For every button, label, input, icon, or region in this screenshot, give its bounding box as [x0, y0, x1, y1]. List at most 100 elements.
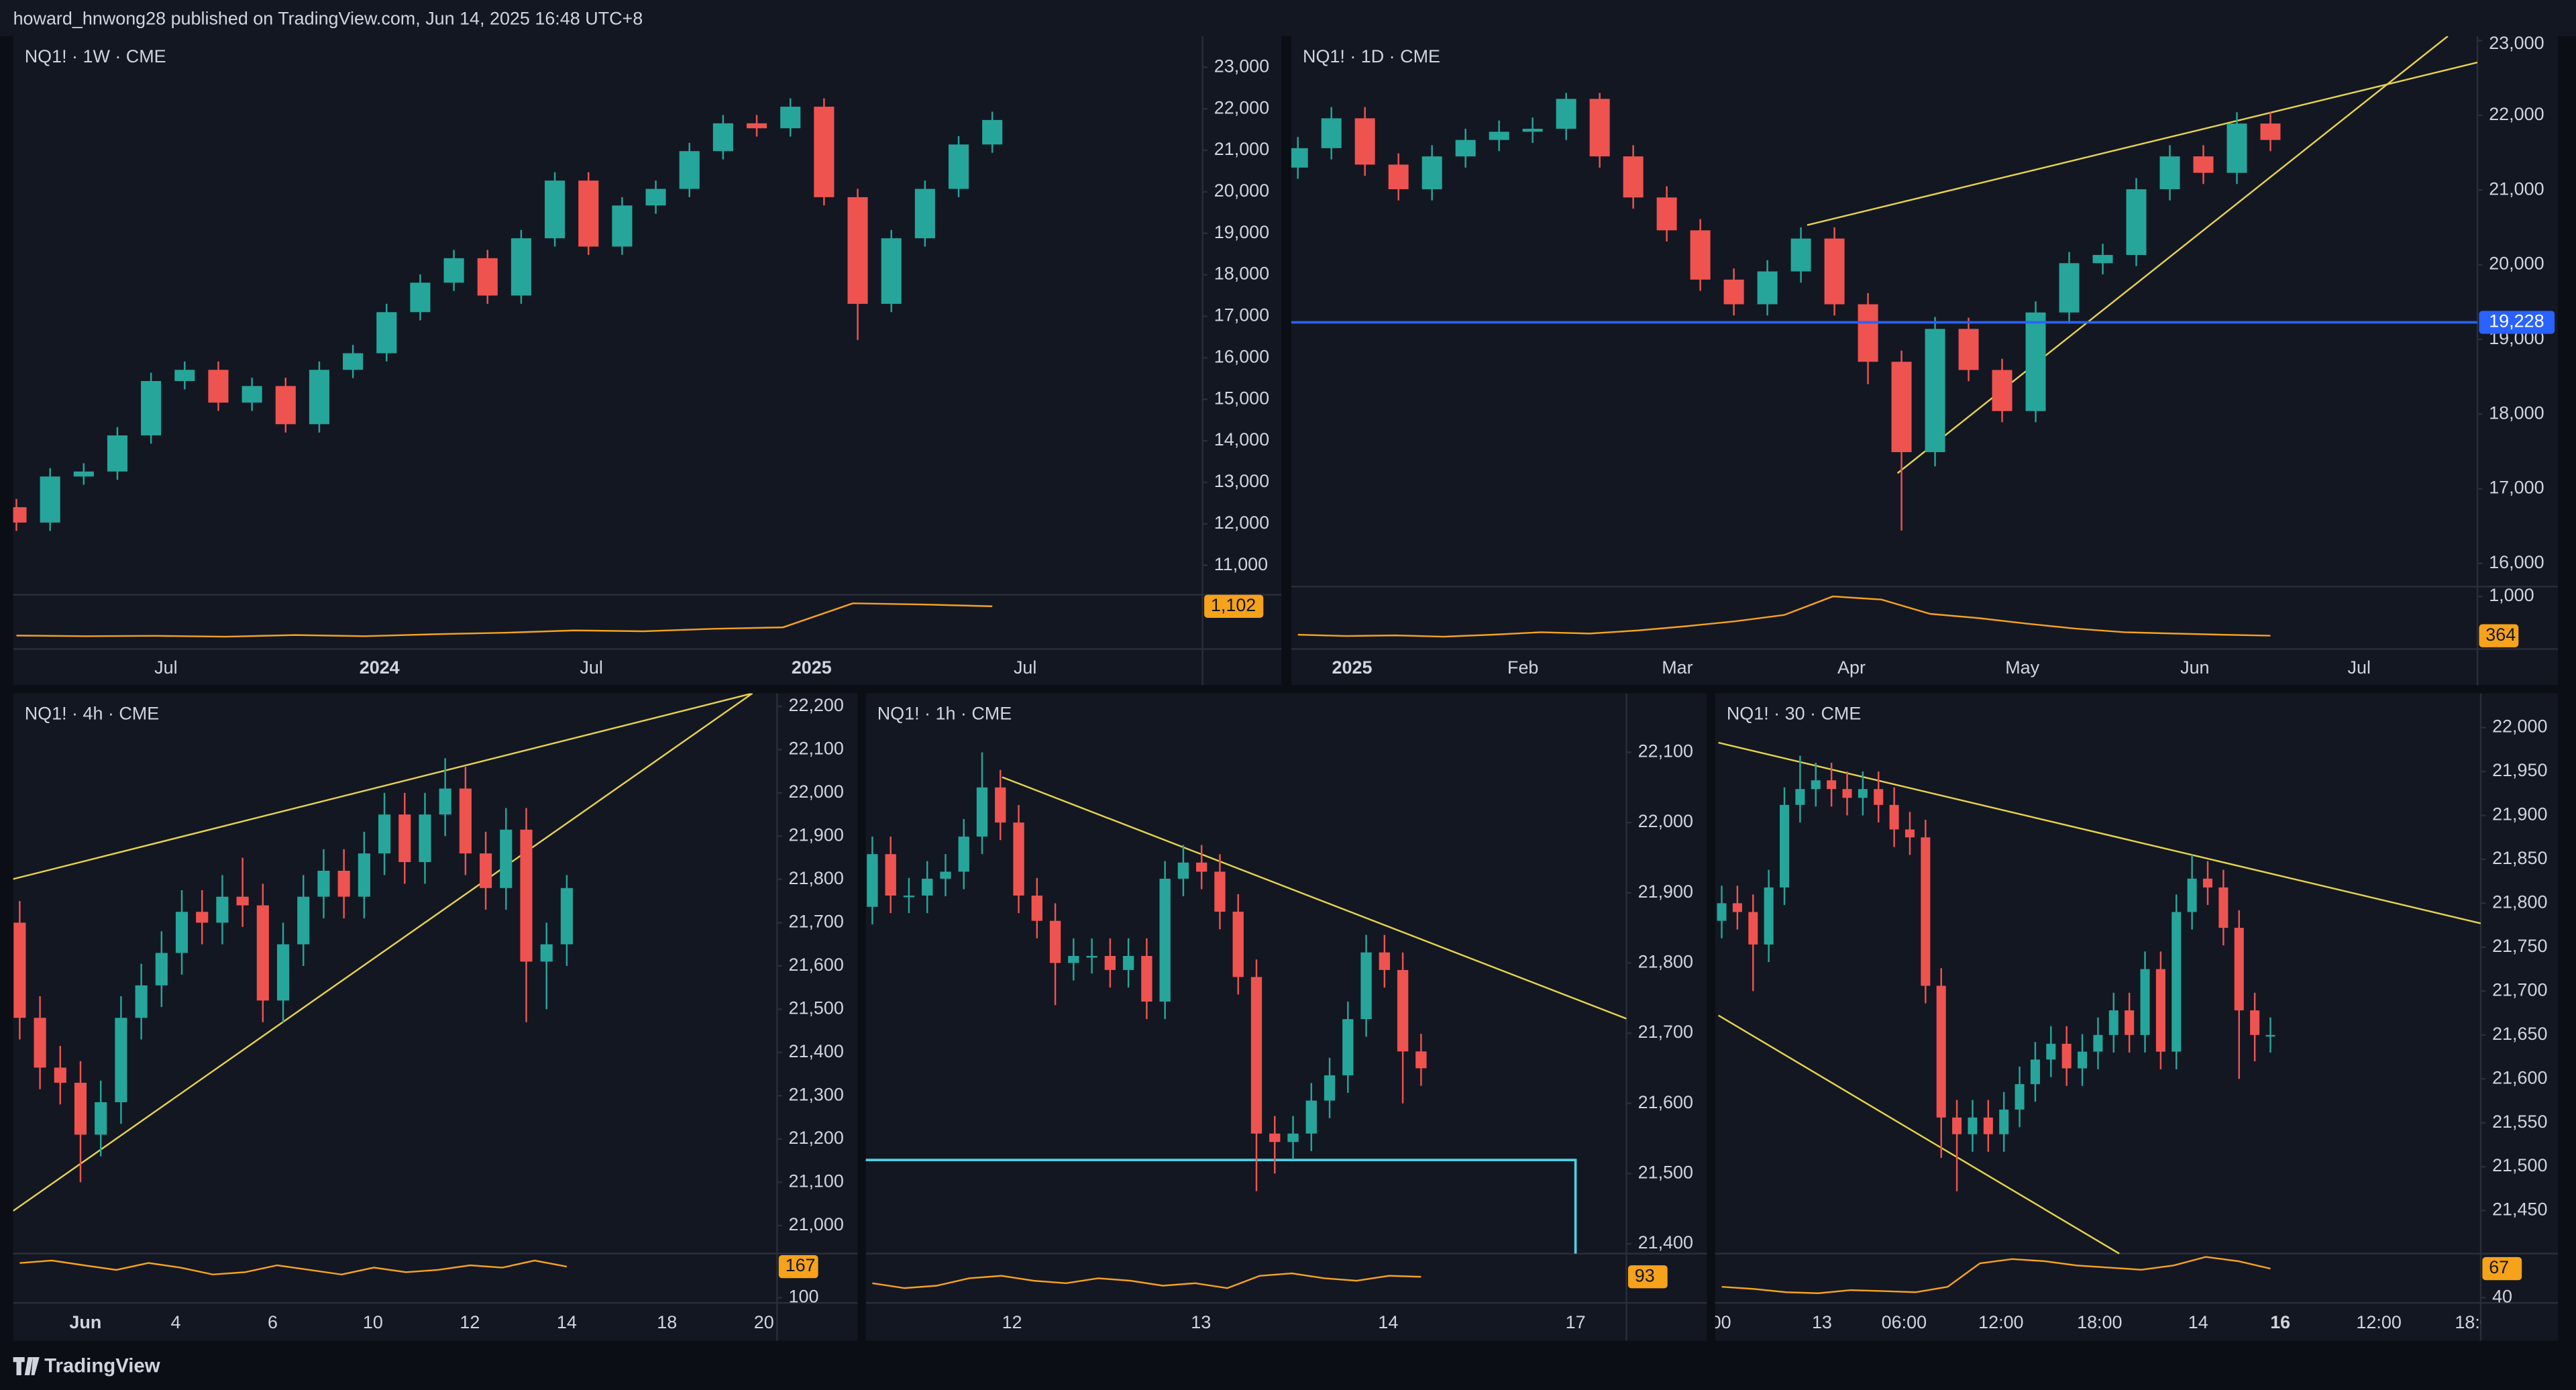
chart-panel: 16,00017,00018,00019,00020,00021,00022,0…: [1291, 33, 2559, 686]
candle-body: [1321, 118, 1342, 148]
y-tick-label: 21,500: [2492, 1155, 2547, 1175]
candle-body: [34, 1018, 46, 1068]
candle-body: [2159, 156, 2180, 190]
candle-body: [1104, 955, 1116, 970]
candle-body: [2059, 263, 2080, 313]
indicator-badge: [778, 1254, 818, 1279]
y-tick-label: 20,000: [1214, 180, 1269, 201]
y-tick-label: 22,000: [1214, 97, 1269, 117]
candle-body: [2155, 969, 2165, 1052]
candle-body: [196, 912, 209, 923]
candle-body: [439, 788, 451, 815]
candle-body: [885, 854, 896, 896]
candle-body: [814, 107, 835, 197]
y-tick-label: 21,650: [2492, 1024, 2547, 1044]
candle-body: [1795, 789, 1805, 805]
footer-logo: TradingView: [13, 1354, 160, 1377]
y-tick-label: 21,750: [2492, 936, 2547, 956]
candle-body: [115, 1018, 127, 1102]
candle-body: [419, 814, 431, 863]
candle-body: [2108, 1010, 2118, 1035]
header-bar: [0, 0, 2576, 36]
candle-body: [1904, 829, 1915, 838]
candle-body: [216, 896, 229, 923]
candle-body: [940, 871, 951, 879]
candle-body: [1757, 271, 1778, 305]
candle-body: [1780, 804, 1790, 888]
candle-body: [1049, 920, 1061, 963]
candle-body: [545, 180, 566, 239]
candle-body: [2187, 878, 2197, 912]
candle-body: [1250, 977, 1263, 1134]
panel-background: [13, 693, 858, 1341]
candle-body: [1764, 887, 1774, 945]
candle-body: [1159, 878, 1171, 1002]
candle-body: [297, 896, 310, 945]
candle-body: [948, 144, 969, 189]
y-tick-label: 21,700: [789, 911, 844, 931]
candle-body: [2061, 1043, 2072, 1069]
candle-body: [1748, 912, 1758, 945]
time-label: Jun: [69, 1312, 101, 1332]
candle-body: [1858, 304, 1878, 362]
panel-background: [865, 693, 1707, 1341]
time-label: 16: [2270, 1312, 2290, 1332]
candle-body: [2025, 312, 2046, 411]
y-tick-label: 22,100: [1638, 741, 1693, 761]
y-tick-label: 20,000: [2489, 254, 2544, 274]
indicator-tick-label: 40: [2492, 1286, 2512, 1306]
chart-panel: 21,400 21,500 21,600 21,700 21,800 21,900 22,0…: [865, 693, 1707, 1341]
indicator-badge: [1204, 594, 1264, 618]
chart-panel: 11,000 12,000 13,000 14,000 15,000 16,000 17,0…: [13, 36, 1282, 686]
candle-body: [1031, 895, 1042, 921]
candle-body: [40, 476, 60, 523]
candle-body: [95, 1102, 107, 1135]
y-tick-label: 22,000: [1638, 811, 1693, 831]
time-label: 18:00: [1686, 1312, 1731, 1332]
plot-area: [1717, 741, 2481, 1294]
y-tick-label: 21,600: [1638, 1092, 1693, 1112]
indicator-badge-label: 364: [2485, 625, 2516, 645]
candle-body: [1360, 952, 1372, 1020]
candle-body: [881, 238, 902, 304]
panel-background: [1291, 36, 2559, 686]
candle-body: [54, 1067, 66, 1083]
candle-body: [511, 238, 531, 296]
candle-body: [1874, 789, 1884, 805]
candle-body: [175, 912, 189, 953]
candle-body: [958, 837, 969, 872]
time-label: 18:00: [2455, 1312, 2500, 1332]
candle-body: [480, 853, 492, 888]
candle-body: [73, 471, 94, 477]
candle-body: [317, 870, 330, 897]
chart-panel: 21,000 21,100 21,200 21,300 21,400 21,500 21,6…: [13, 693, 858, 1341]
trend-line: [1807, 61, 2478, 226]
candle-body: [1623, 156, 1644, 198]
time-axis: 12 13 14 17: [1002, 1312, 1586, 1332]
indicator-line: [1297, 595, 2271, 638]
candle-body: [2126, 189, 2147, 256]
y-tick-label: 21,100: [789, 1171, 844, 1191]
candle-body: [1921, 837, 1931, 986]
indicator-badge: [2482, 1257, 2522, 1281]
y-tick-label: 21,450: [2492, 1199, 2547, 1220]
candle-body: [459, 788, 472, 854]
candle-body: [867, 854, 878, 907]
candle-body: [1324, 1075, 1336, 1101]
trend-line: [1002, 776, 1627, 1020]
candle-body: [141, 380, 162, 436]
y-tick-label: 19,000: [1214, 222, 1269, 242]
candle-body: [540, 944, 553, 962]
indicator-line: [16, 602, 993, 638]
candle-body: [1291, 148, 1308, 168]
candle-body: [1269, 1133, 1281, 1142]
time-label: Feb: [1507, 657, 1538, 678]
candle-body: [1842, 789, 1852, 798]
candle-body: [1858, 789, 1868, 798]
time-label: 6: [268, 1312, 278, 1332]
candle-body: [500, 829, 513, 888]
y-tick-label: 22,200: [789, 695, 844, 715]
time-label: 20: [754, 1312, 774, 1332]
chart-title: NQ1! · 1h · CME: [877, 703, 1012, 723]
y-tick-label: 21,000: [2489, 178, 2544, 199]
